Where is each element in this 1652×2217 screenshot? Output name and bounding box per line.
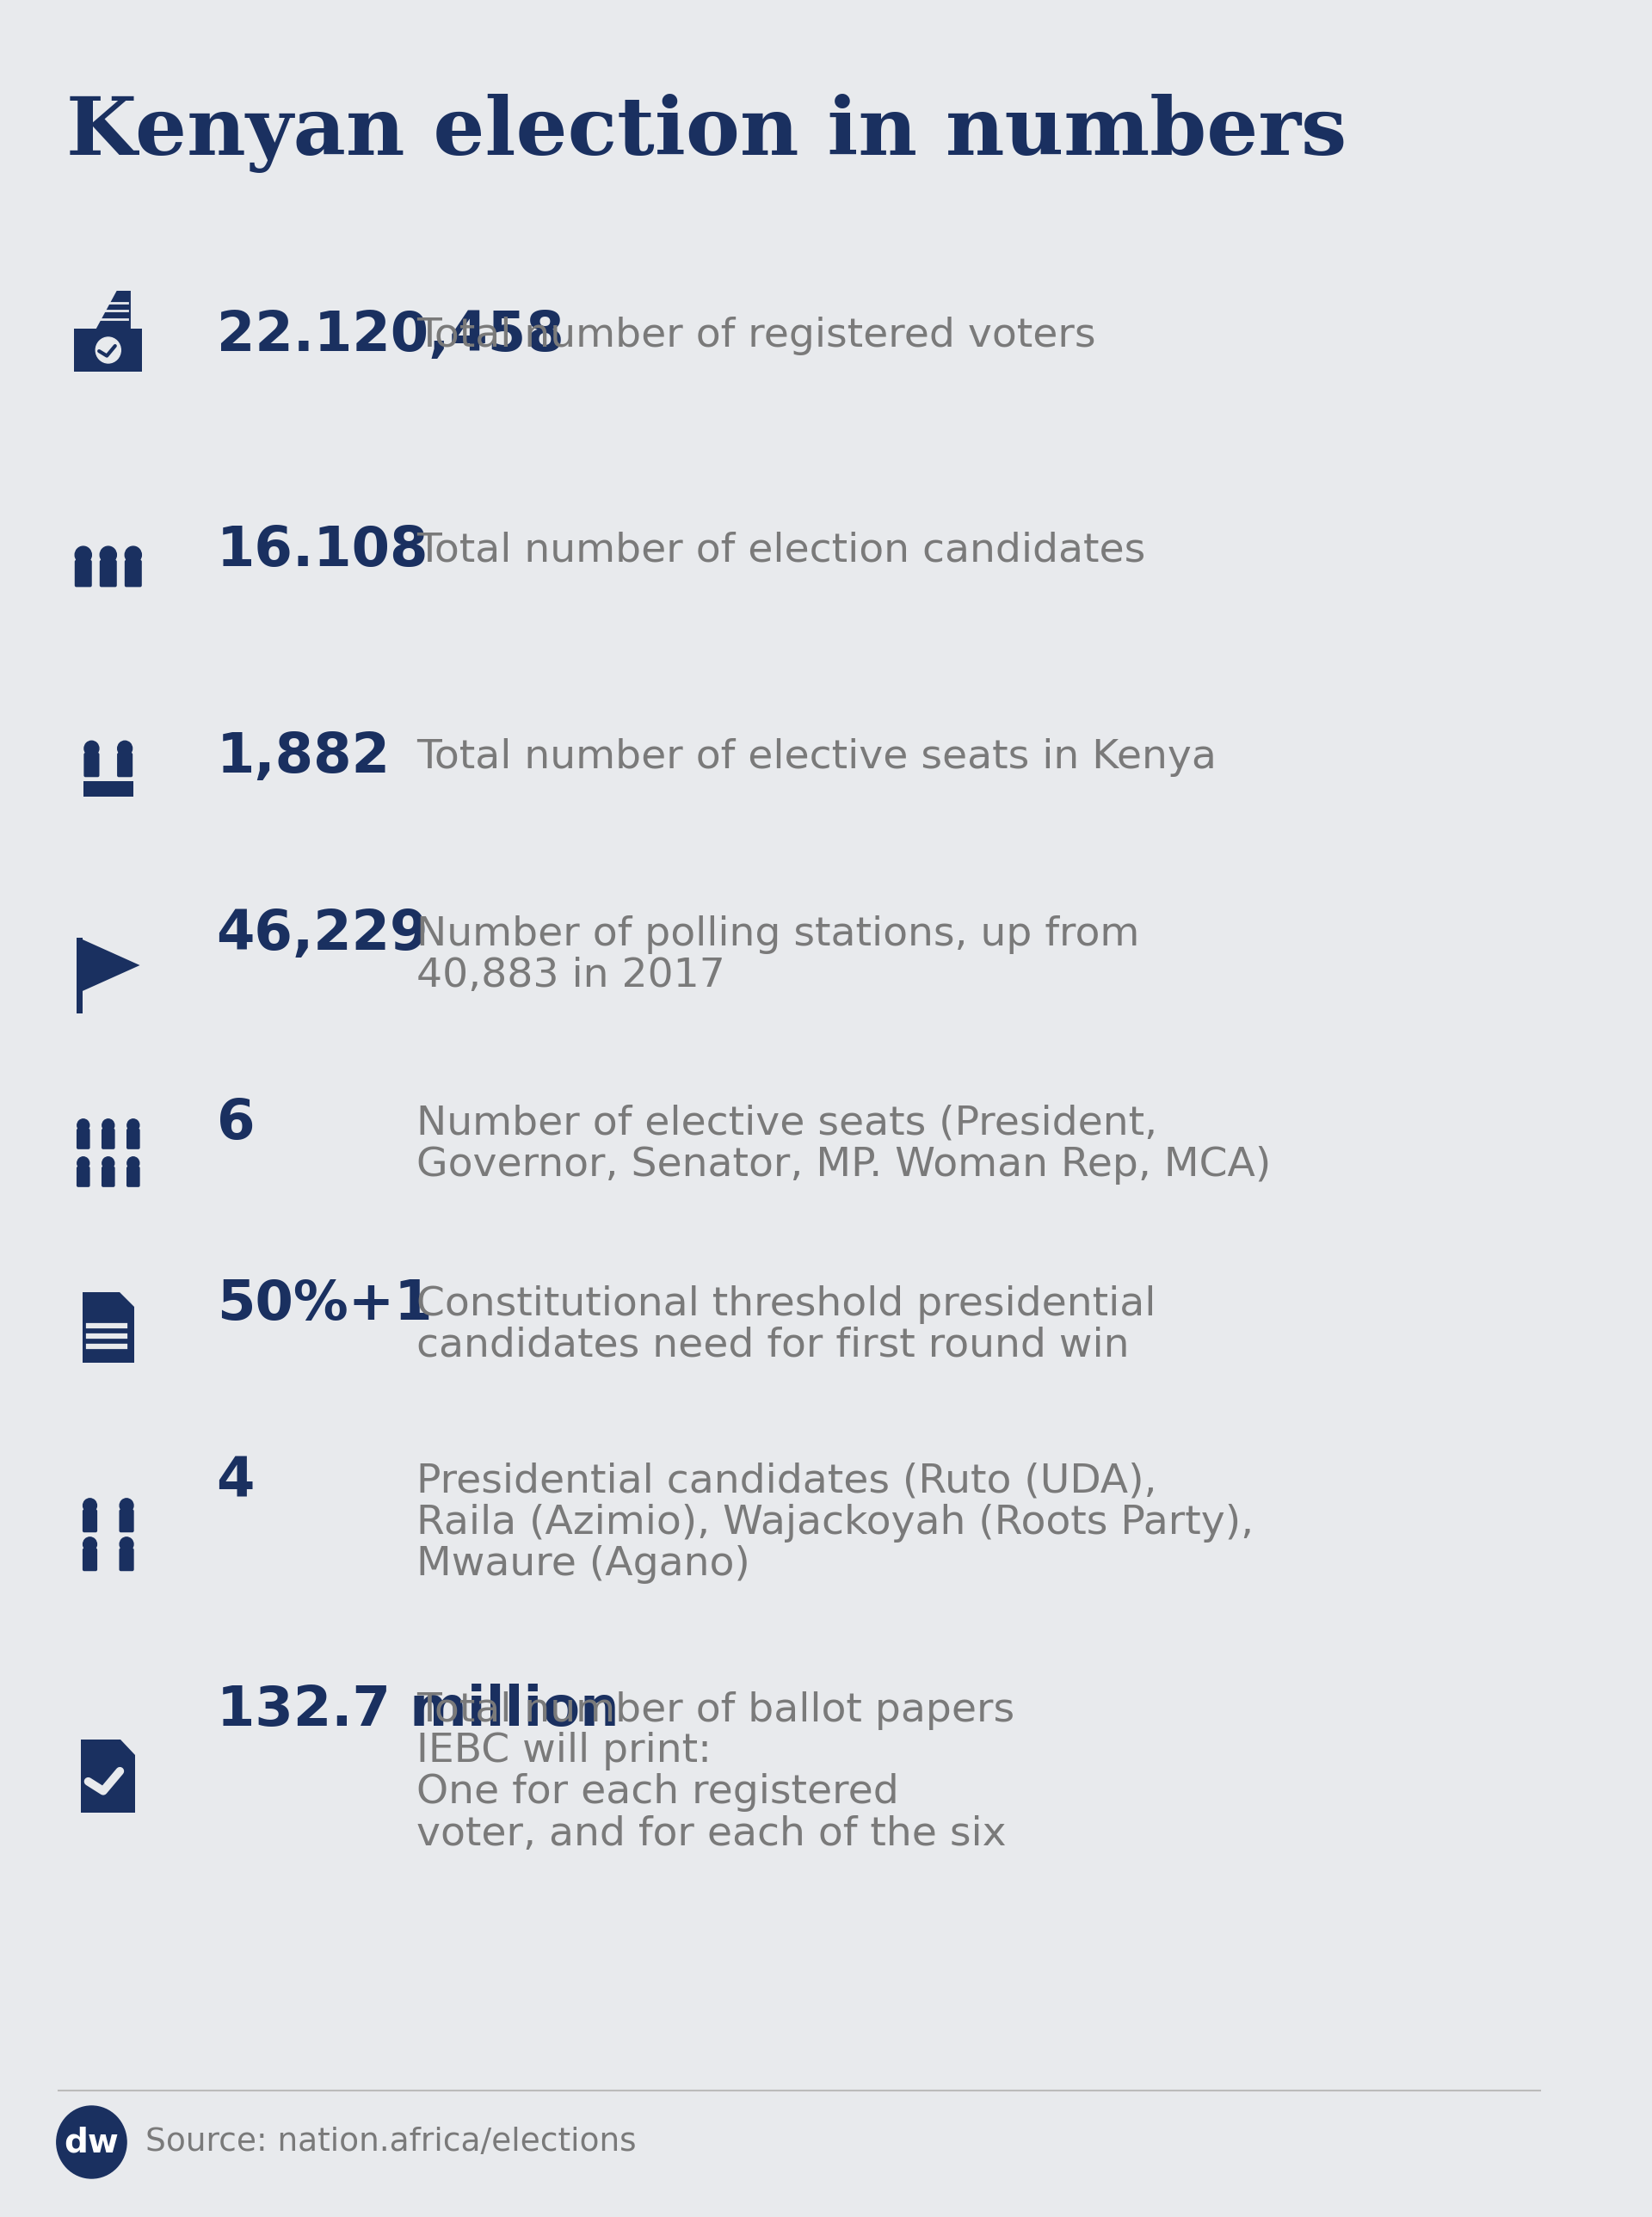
Text: Source: nation.africa/elections: Source: nation.africa/elections bbox=[145, 2126, 636, 2157]
FancyBboxPatch shape bbox=[119, 1510, 134, 1532]
Text: 50%+1: 50%+1 bbox=[216, 1277, 433, 1330]
Text: Mwaure (Agano): Mwaure (Agano) bbox=[416, 1545, 750, 1583]
Text: Presidential candidates (Ruto (UDA),: Presidential candidates (Ruto (UDA), bbox=[416, 1461, 1156, 1501]
FancyBboxPatch shape bbox=[76, 1128, 89, 1148]
Text: Governor, Senator, MP. Woman Rep, MCA): Governor, Senator, MP. Woman Rep, MCA) bbox=[416, 1146, 1270, 1184]
Circle shape bbox=[102, 1157, 114, 1168]
Circle shape bbox=[102, 1120, 114, 1131]
Text: 46,229: 46,229 bbox=[216, 907, 428, 960]
Polygon shape bbox=[121, 1740, 135, 1756]
Text: Kenyan election in numbers: Kenyan election in numbers bbox=[66, 93, 1346, 173]
Text: dw: dw bbox=[64, 2126, 119, 2159]
Circle shape bbox=[83, 1536, 97, 1552]
Circle shape bbox=[117, 740, 132, 756]
FancyBboxPatch shape bbox=[83, 1510, 97, 1532]
Text: Total number of elective seats in Kenya: Total number of elective seats in Kenya bbox=[416, 738, 1216, 776]
Circle shape bbox=[83, 1499, 97, 1512]
Text: 40,883 in 2017: 40,883 in 2017 bbox=[416, 956, 725, 995]
Circle shape bbox=[74, 545, 91, 563]
Polygon shape bbox=[96, 290, 131, 330]
Text: Constitutional threshold presidential: Constitutional threshold presidential bbox=[416, 1286, 1156, 1324]
Circle shape bbox=[96, 337, 121, 364]
Text: Total number of election candidates: Total number of election candidates bbox=[416, 532, 1145, 570]
FancyBboxPatch shape bbox=[101, 1128, 116, 1148]
FancyBboxPatch shape bbox=[99, 561, 117, 588]
FancyBboxPatch shape bbox=[83, 1547, 97, 1572]
Circle shape bbox=[126, 545, 142, 563]
Circle shape bbox=[101, 545, 116, 563]
Text: Number of polling stations, up from: Number of polling stations, up from bbox=[416, 916, 1140, 953]
Bar bbox=[76, 938, 83, 1013]
Text: 1,882: 1,882 bbox=[216, 729, 390, 785]
Polygon shape bbox=[83, 940, 140, 991]
Text: 22.120,458: 22.120,458 bbox=[216, 308, 563, 361]
FancyBboxPatch shape bbox=[119, 1547, 134, 1572]
Circle shape bbox=[127, 1120, 139, 1131]
Text: One for each registered: One for each registered bbox=[416, 1774, 899, 1811]
Circle shape bbox=[119, 1499, 134, 1512]
FancyBboxPatch shape bbox=[117, 754, 132, 778]
Text: IEBC will print:: IEBC will print: bbox=[416, 1731, 712, 1771]
Text: 4: 4 bbox=[216, 1454, 254, 1508]
Polygon shape bbox=[121, 1293, 134, 1306]
Bar bbox=[83, 780, 134, 796]
FancyBboxPatch shape bbox=[127, 1128, 140, 1148]
Text: Raila (Azimio), Wajackoyah (Roots Party),: Raila (Azimio), Wajackoyah (Roots Party)… bbox=[416, 1503, 1254, 1543]
FancyBboxPatch shape bbox=[124, 561, 142, 588]
FancyBboxPatch shape bbox=[74, 561, 93, 588]
Circle shape bbox=[78, 1157, 89, 1168]
Bar bbox=[81, 1740, 135, 1814]
Circle shape bbox=[78, 1120, 89, 1131]
Bar bbox=[74, 328, 142, 372]
FancyBboxPatch shape bbox=[127, 1166, 140, 1186]
Text: candidates need for first round win: candidates need for first round win bbox=[416, 1326, 1128, 1366]
Text: Number of elective seats (President,: Number of elective seats (President, bbox=[416, 1104, 1156, 1144]
Text: 16.108: 16.108 bbox=[216, 523, 428, 576]
Text: 6: 6 bbox=[216, 1097, 254, 1151]
FancyBboxPatch shape bbox=[84, 754, 99, 778]
Text: 132.7 million: 132.7 million bbox=[216, 1683, 620, 1736]
Text: voter, and for each of the six: voter, and for each of the six bbox=[416, 1816, 1006, 1853]
Text: Total number of registered voters: Total number of registered voters bbox=[416, 317, 1095, 355]
Circle shape bbox=[56, 2106, 127, 2179]
FancyBboxPatch shape bbox=[101, 1166, 116, 1186]
FancyBboxPatch shape bbox=[76, 1166, 89, 1186]
Circle shape bbox=[84, 740, 99, 756]
Bar bbox=[83, 1293, 134, 1363]
Text: Total number of ballot papers: Total number of ballot papers bbox=[416, 1692, 1014, 1729]
Circle shape bbox=[119, 1536, 134, 1552]
Circle shape bbox=[127, 1157, 139, 1168]
